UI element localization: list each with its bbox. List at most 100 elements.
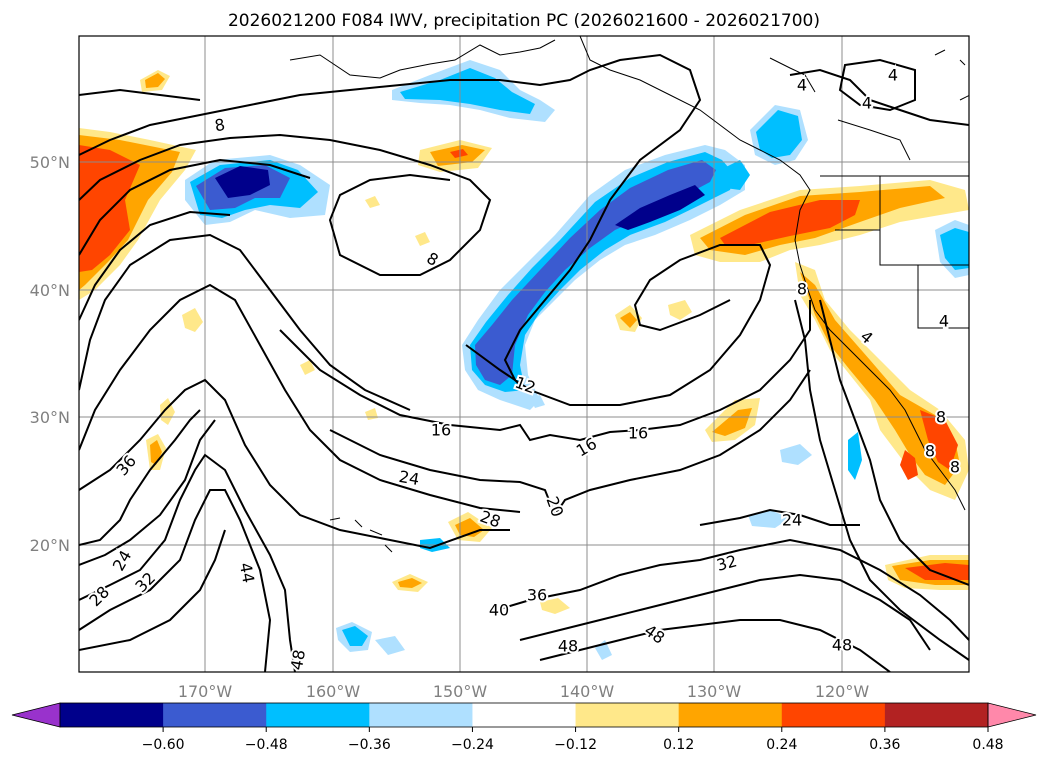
fill-area: [940, 228, 969, 270]
contour-line-20b: [329, 369, 811, 518]
contour-line-36b: [519, 573, 931, 651]
contour-line-24b: [699, 508, 860, 526]
fill-area: [375, 636, 405, 655]
fill-area: [712, 408, 752, 436]
fill-area: [475, 160, 716, 385]
colorbar-tick-label: −0.36: [348, 737, 391, 753]
contour-label: 8: [925, 442, 935, 461]
fill-area: [540, 598, 570, 614]
contour-label: 4: [888, 66, 898, 85]
fill-area: [455, 518, 484, 537]
contour-line-12b: [465, 244, 772, 406]
fill-area: [398, 578, 422, 588]
fill-area: [145, 73, 165, 88]
contour-line-28a: [79, 378, 510, 550]
fill-area: [668, 300, 692, 320]
colorbar-tick-label: 0.24: [766, 737, 797, 753]
colorbar-tick-label: 0.12: [663, 737, 694, 753]
lon-label-150w: 150°W: [433, 682, 488, 701]
colorbar-tick-label: 0.48: [972, 737, 1003, 753]
lat-label-30n: 30°N: [30, 408, 70, 427]
positive-anomaly-fills: [79, 70, 969, 614]
lat-label-40n: 40°N: [30, 281, 70, 300]
fill-area: [800, 272, 960, 485]
colorbar-segment: [575, 703, 680, 727]
contour-line-coast-b: [794, 299, 969, 661]
contour-label: 16: [628, 424, 648, 443]
contour-line-24a: [79, 283, 521, 513]
lat-label-50n: 50°N: [30, 153, 70, 172]
coastline-north-america: [579, 36, 966, 511]
contour-line-16b: [279, 300, 811, 442]
contour-line-48b: [539, 619, 891, 672]
contour-line-4a: [838, 58, 916, 112]
contour-line-8: [79, 53, 702, 391]
lon-label-130w: 130°W: [687, 682, 742, 701]
fill-area: [79, 145, 140, 272]
fill-area: [848, 432, 862, 480]
contour-label: 8: [950, 458, 960, 477]
coastlines: [289, 36, 969, 553]
contour-line-40: [79, 453, 296, 672]
border-states-1: [879, 176, 969, 266]
fill-area: [900, 450, 918, 480]
fill-area: [150, 440, 162, 465]
contour-label: 24: [397, 467, 420, 489]
colorbar-segment: [884, 703, 989, 727]
fill-area: [400, 68, 535, 114]
contour-label: 16: [431, 421, 451, 440]
colorbar-segment: [369, 703, 473, 727]
contour-label: 44: [236, 561, 258, 584]
contour-label: 4: [797, 76, 807, 95]
colorbar-tick-label: 0.36: [869, 737, 900, 753]
contour-label: 36: [527, 586, 547, 605]
map-frame: [78, 35, 970, 673]
colorbar: −0.60 −0.48 −0.36 −0.24 −0.12 0.12 0.24 0.36 0.4…: [11, 702, 1037, 753]
colorbar-segment: [163, 703, 267, 727]
contour-line-coast-a: [819, 299, 969, 586]
fill-area: [748, 510, 790, 528]
fill-area: [415, 232, 430, 246]
contour-line-4b: [789, 68, 969, 126]
contour-line-32a: [79, 409, 201, 546]
contour-line-16a: [79, 210, 231, 321]
fill-area: [365, 196, 380, 208]
fill-area: [920, 410, 958, 470]
fill-area: [720, 160, 750, 190]
contour-line-8b: [79, 133, 492, 276]
contour-line-48a: [79, 529, 226, 651]
coastline-alaska: [289, 39, 556, 79]
colorbar-tick-label: −0.60: [142, 737, 185, 753]
fill-area: [300, 360, 315, 375]
longitude-labels: 170°W 160°W 150°W 140°W 130°W 120°W: [178, 682, 870, 701]
contour-label: 48: [558, 637, 578, 656]
contour-line-36a: [79, 419, 216, 566]
fill-area: [182, 308, 203, 332]
colorbar-segment: [266, 703, 370, 727]
contour-label: 8: [936, 408, 946, 427]
contour-line-12a: [79, 158, 311, 256]
contour-line-44: [79, 489, 272, 672]
hawaii-islands: [329, 517, 393, 553]
fill-area: [620, 312, 637, 328]
contour-label: 24: [782, 511, 802, 530]
colorbar-segment: [60, 703, 164, 727]
contour-label: 4: [862, 94, 872, 113]
fill-area: [342, 626, 368, 646]
contour-line-20a: [79, 233, 411, 411]
colorbar-extend-max: [987, 702, 1037, 728]
latitude-labels: 50°N 40°N 30°N 20°N: [30, 153, 70, 555]
fill-area: [720, 200, 860, 245]
lon-label-170w: 170°W: [178, 682, 233, 701]
colorbar-extend-min: [11, 702, 61, 728]
fill-area: [780, 444, 812, 465]
colorbar-segment: [781, 703, 886, 727]
border-states-2: [917, 265, 969, 329]
colorbar-segment: [472, 703, 577, 727]
fill-area: [215, 166, 270, 198]
fill-area: [615, 185, 705, 230]
contour-line-top: [79, 88, 201, 101]
contour-label: 48: [832, 636, 852, 655]
colorbar-tick-label: −0.12: [554, 737, 597, 753]
graticule: [79, 36, 969, 672]
